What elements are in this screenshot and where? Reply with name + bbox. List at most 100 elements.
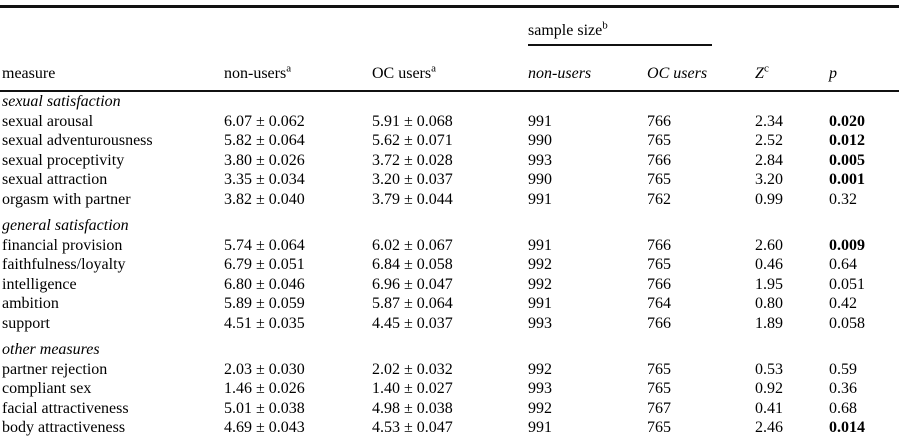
spanner-spacer-right <box>753 7 899 47</box>
table-row: intelligence 6.80 ± 0.046 6.96 ± 0.047 992 7… <box>0 275 899 295</box>
measure-cell: ambition <box>2 295 59 312</box>
sample-size-nonusers-cell: 991 <box>528 295 553 312</box>
p-value-cell: 0.005 <box>829 151 866 169</box>
z-statistic-cell: 0.46 <box>755 256 784 273</box>
p-value-cell: 0.012 <box>829 132 866 149</box>
sample-size-nonusers-cell: 991 <box>528 190 553 208</box>
p-value-cell: 0.014 <box>829 419 866 436</box>
nonusers-mean-cell: 3.80 ± 0.026 <box>224 151 305 169</box>
footnote-b-marker: b <box>602 19 608 32</box>
sample-size-nonusers-cell: 990 <box>528 132 553 149</box>
statistics-table: sample sizeb measure non-usersa OC users… <box>0 5 899 437</box>
z-statistic-cell: 0.99 <box>755 190 784 208</box>
table-row: body attractiveness 4.69 ± 0.043 4.53 ± 0.… <box>0 418 899 437</box>
sample-size-ocusers-cell: 767 <box>647 399 672 417</box>
sample-size-ocusers-cell: 765 <box>647 380 672 397</box>
z-statistic-cell: 3.20 <box>755 171 784 188</box>
measure-cell: sexual adventurousness <box>2 132 153 149</box>
table-row: sexual adventurousness 5.82 ± 0.064 5.62 ±… <box>0 131 899 151</box>
sample-size-nonusers-cell: 991 <box>528 419 553 436</box>
nonusers-mean-cell: 1.46 ± 0.026 <box>224 380 305 397</box>
measure-cell: facial attractiveness <box>2 399 129 417</box>
p-value-cell: 0.42 <box>829 295 858 312</box>
p-value-cell: 0.59 <box>829 360 858 378</box>
measure-cell: orgasm with partner <box>2 190 131 208</box>
nonusers-mean-cell: 6.80 ± 0.046 <box>224 275 305 293</box>
sample-size-ocusers-cell: 766 <box>647 314 672 332</box>
section-label: sexual satisfaction <box>2 93 121 110</box>
sample-size-ocusers-cell: 765 <box>647 171 672 188</box>
col-header-sample-nonusers: non-users <box>526 46 646 92</box>
measure-cell: body attractiveness <box>2 419 126 436</box>
ocusers-mean-cell: 1.40 ± 0.027 <box>372 380 453 397</box>
p-value-cell: 0.68 <box>829 399 858 417</box>
ocusers-mean-cell: 4.53 ± 0.047 <box>372 419 453 436</box>
measure-cell: compliant sex <box>2 380 92 397</box>
column-header-row: measure non-usersa OC usersa non-users O… <box>0 46 899 92</box>
section-label: general satisfaction <box>2 217 129 234</box>
table-body: sexual satisfaction sexual arousal 6.07 ± … <box>0 91 899 437</box>
sample-size-nonusers-cell: 993 <box>528 314 553 332</box>
table-row: compliant sex 1.46 ± 0.026 1.40 ± 0.027 993… <box>0 379 899 399</box>
p-value-cell: 0.36 <box>829 380 858 397</box>
ocusers-mean-cell: 3.79 ± 0.044 <box>372 190 453 208</box>
sample-size-ocusers-cell: 765 <box>647 360 672 378</box>
measure-cell: support <box>2 314 50 332</box>
ocusers-mean-cell: 3.20 ± 0.037 <box>372 171 453 188</box>
sample-size-ocusers-cell: 766 <box>647 151 672 169</box>
z-statistic-cell: 0.80 <box>755 295 784 312</box>
nonusers-mean-cell: 5.89 ± 0.059 <box>224 295 305 312</box>
table-row: partner rejection 2.03 ± 0.030 2.02 ± 0.03… <box>0 360 899 380</box>
table-row: facial attractiveness 5.01 ± 0.038 4.98 ± … <box>0 399 899 419</box>
nonusers-mean-cell: 4.51 ± 0.035 <box>224 314 305 332</box>
sample-size-ocusers-cell: 765 <box>647 419 672 436</box>
measure-cell: sexual proceptivity <box>2 151 125 169</box>
p-value-cell: 0.64 <box>829 256 858 273</box>
sample-size-nonusers-cell: 992 <box>528 360 553 378</box>
footnote-a-marker: a <box>431 62 436 75</box>
p-value-cell: 0.001 <box>829 171 866 188</box>
measure-cell: sexual attraction <box>2 171 108 188</box>
p-value-cell: 0.058 <box>829 314 866 332</box>
sample-size-nonusers-cell: 991 <box>528 112 553 130</box>
measure-cell: sexual arousal <box>2 112 94 130</box>
measure-cell: intelligence <box>2 275 77 293</box>
nonusers-mean-cell: 2.03 ± 0.030 <box>224 360 305 378</box>
table-row: sexual proceptivity 3.80 ± 0.026 3.72 ± 0.… <box>0 151 899 171</box>
z-statistic-cell: 0.41 <box>755 399 784 417</box>
col-header-sample-ocusers: OC users <box>645 46 754 92</box>
section-header-row: general satisfaction <box>0 209 899 236</box>
z-statistic-cell: 2.84 <box>755 151 784 169</box>
paper-page: sample sizeb measure non-usersa OC users… <box>0 5 899 437</box>
sample-size-ocusers-cell: 764 <box>647 295 672 312</box>
sample-size-ocusers-cell: 766 <box>647 112 672 130</box>
measure-cell: partner rejection <box>2 360 108 378</box>
measure-cell: financial provision <box>2 236 123 254</box>
col-header-measure: measure <box>0 46 222 92</box>
ocusers-mean-cell: 3.72 ± 0.028 <box>372 151 453 169</box>
sample-size-label: sample sizeb <box>528 19 713 46</box>
col-header-z: Zc <box>753 46 828 92</box>
section-label: other measures <box>2 341 100 358</box>
nonusers-mean-cell: 3.35 ± 0.034 <box>224 171 305 188</box>
p-value-cell: 0.020 <box>829 112 866 130</box>
sample-size-nonusers-cell: 993 <box>528 151 553 169</box>
sample-size-ocusers-cell: 765 <box>647 132 672 149</box>
footnote-a-marker: a <box>286 62 292 75</box>
table-row: support 4.51 ± 0.035 4.45 ± 0.037 993 766 1.8… <box>0 314 899 334</box>
sample-size-nonusers-cell: 991 <box>528 236 553 254</box>
p-value-cell: 0.32 <box>829 190 858 208</box>
table-row: sexual attraction 3.35 ± 0.034 3.20 ± 0.03… <box>0 170 899 190</box>
ocusers-mean-cell: 5.62 ± 0.071 <box>372 132 453 149</box>
nonusers-mean-cell: 6.79 ± 0.051 <box>224 256 305 273</box>
table-row: sexual arousal 6.07 ± 0.062 5.91 ± 0.068 99… <box>0 112 899 132</box>
z-statistic-cell: 0.53 <box>755 360 784 378</box>
col-header-nonusers: non-usersa <box>222 46 370 92</box>
table-row: orgasm with partner 3.82 ± 0.040 3.79 ± 0.… <box>0 190 899 210</box>
sample-size-nonusers-cell: 992 <box>528 399 553 417</box>
section-header-row: other measures <box>0 333 899 360</box>
ocusers-mean-cell: 4.98 ± 0.038 <box>372 399 453 417</box>
table-header: sample sizeb measure non-usersa OC users… <box>0 7 899 92</box>
nonusers-mean-cell: 3.82 ± 0.040 <box>224 190 305 208</box>
table-row: financial provision 5.74 ± 0.064 6.02 ± 0.… <box>0 236 899 256</box>
